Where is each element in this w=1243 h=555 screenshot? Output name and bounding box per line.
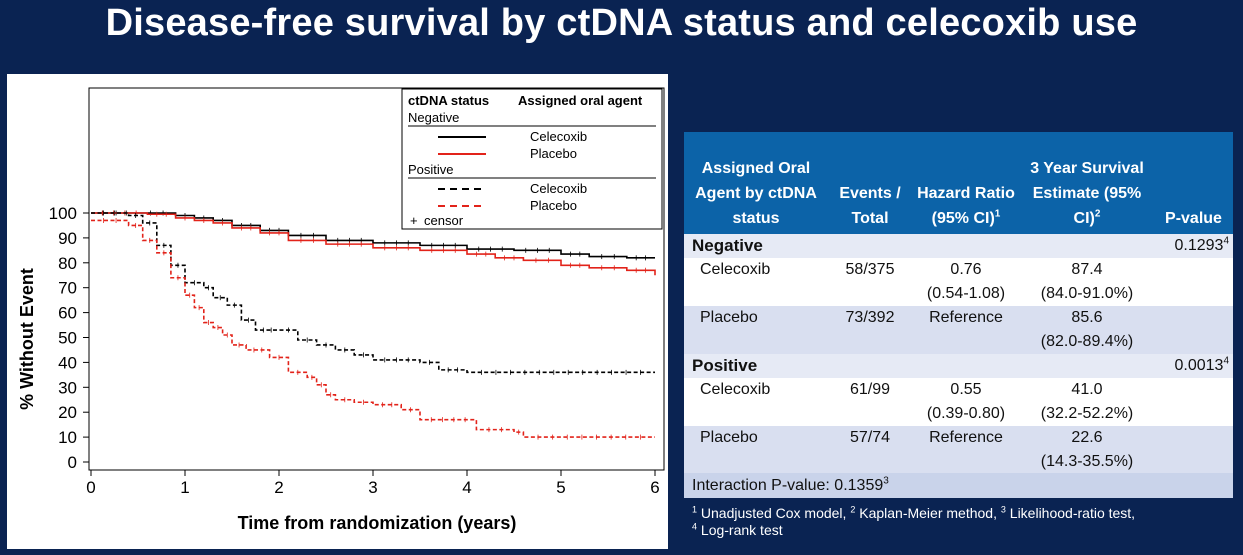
hazard-ratio-cell: Reference [912,306,1020,354]
table-row: Celecoxib 58/375 0.76 (0.54-1.08) 87.4 (84.0-… [684,258,1233,306]
legend-header-agent: Assigned oral agent [518,93,643,108]
survival-cell: 87.4 (84.0-91.0%) [1020,258,1154,306]
table-group-row: Positive 0.00134 [684,354,1233,378]
header-survival: 3 Year Survival Estimate (95% CI)2 [1020,132,1154,234]
y-tick-label: 50 [58,329,77,348]
km-chart-panel: 0 1 2 3 4 5 6 0 10 20 30 40 50 60 70 80 90 100 Time from r… [7,74,668,549]
footnote-text: Kaplan-Meier method, [855,505,1001,521]
events-cell: 73/392 [828,306,912,354]
cell-empty [1154,258,1233,306]
events-cell: 57/74 [828,426,912,474]
header-events: Events / Total [828,132,912,234]
cell-empty [1154,306,1233,354]
cell-empty [1020,354,1154,378]
legend-box [401,88,663,230]
agent-cell: Placebo [684,306,828,354]
series-line-positive-placebo [91,219,655,438]
results-table: Assigned Oral Agent by ctDNA status Even… [684,132,1233,474]
cell-empty [828,354,912,378]
legend-censor-mark: + [410,213,418,228]
table-row: Placebo 57/74 Reference 22.6 (14.3-35.5%) [684,426,1233,474]
footnote-text: Unadjusted Cox model, [697,505,851,521]
agent-cell: Celecoxib [684,378,828,426]
table-row: Placebo 73/392 Reference 85.6 (82.0-89.4%) [684,306,1233,354]
footnote-text: Log-rank test [697,522,783,538]
header-hazard-ratio: Hazard Ratio (95% CI)1 [912,132,1020,234]
cell-empty [912,234,1020,258]
results-table-panel: Assigned Oral Agent by ctDNA status Even… [684,132,1233,498]
x-axis-label: Time from randomization (years) [238,513,517,533]
agent-cell: Placebo [684,426,828,474]
group-p-value: 0.00134 [1154,354,1233,378]
y-tick-label: 30 [58,378,77,397]
x-tick-label: 2 [274,478,283,497]
hazard-ratio-cell: 0.55 (0.39-0.80) [912,378,1020,426]
cell-empty [1154,426,1233,474]
y-tick-label: 70 [58,279,77,298]
interaction-p-value: Interaction P-value: 0.13593 [684,473,1233,498]
slide-title: Disease-free survival by ctDNA status an… [105,2,1138,44]
y-tick-label: 0 [68,453,77,472]
y-tick-label: 60 [58,304,77,323]
x-tick-label: 0 [86,478,95,497]
y-tick-label: 80 [58,254,77,273]
x-tick-label: 1 [180,478,189,497]
legend-header-ctdna: ctDNA status [408,93,489,108]
group-label: Negative [684,234,828,258]
legend-label: Celecoxib [530,129,587,144]
footnote-marker: 4 [692,521,698,532]
footnotes: 1 Unadjusted Cox model, 2 Kaplan-Meier m… [692,505,1232,539]
x-tick-label: 3 [368,478,377,497]
survival-cell: 41.0 (32.2-52.2%) [1020,378,1154,426]
events-cell: 58/375 [828,258,912,306]
footnote-text: Likelihood-ratio test, [1005,505,1136,521]
hazard-ratio-cell: 0.76 (0.54-1.08) [912,258,1020,306]
header-agent: Assigned Oral Agent by ctDNA status [684,132,828,234]
x-tick-label: 6 [650,478,659,497]
footnote-marker: 1 [692,504,698,515]
footnote-marker: 3 [1000,504,1006,515]
group-label: Positive [684,354,828,378]
survival-cell: 22.6 (14.3-35.5%) [1020,426,1154,474]
cell-empty [828,234,912,258]
y-tick-label: 100 [49,204,77,223]
y-tick-label: 40 [58,353,77,372]
legend-censor-label: censor [424,213,464,228]
y-tick-label: 90 [58,229,77,248]
y-tick-label: 20 [58,403,77,422]
agent-cell: Celecoxib [684,258,828,306]
group-p-value: 0.12934 [1154,234,1233,258]
table-row: Celecoxib 61/99 0.55 (0.39-0.80) 41.0 (32.2-5… [684,378,1233,426]
legend-label: Placebo [530,198,577,213]
y-tick-label: 10 [58,428,77,447]
table-group-row: Negative 0.12934 [684,234,1233,258]
legend-label: Placebo [530,146,577,161]
cell-empty [1154,378,1233,426]
events-cell: 61/99 [828,378,912,426]
y-axis-label: % Without Event [17,268,37,410]
legend-group-negative: Negative [408,110,459,125]
header-p-value: P-value [1154,132,1233,234]
x-tick-label: 4 [462,478,471,497]
x-tick-label: 5 [556,478,565,497]
cell-empty [912,354,1020,378]
cell-empty [1020,234,1154,258]
legend-group-positive: Positive [408,162,454,177]
footnote-marker: 2 [850,504,856,515]
hazard-ratio-cell: Reference [912,426,1020,474]
legend-label: Celecoxib [530,181,587,196]
survival-cell: 85.6 (82.0-89.4%) [1020,306,1154,354]
